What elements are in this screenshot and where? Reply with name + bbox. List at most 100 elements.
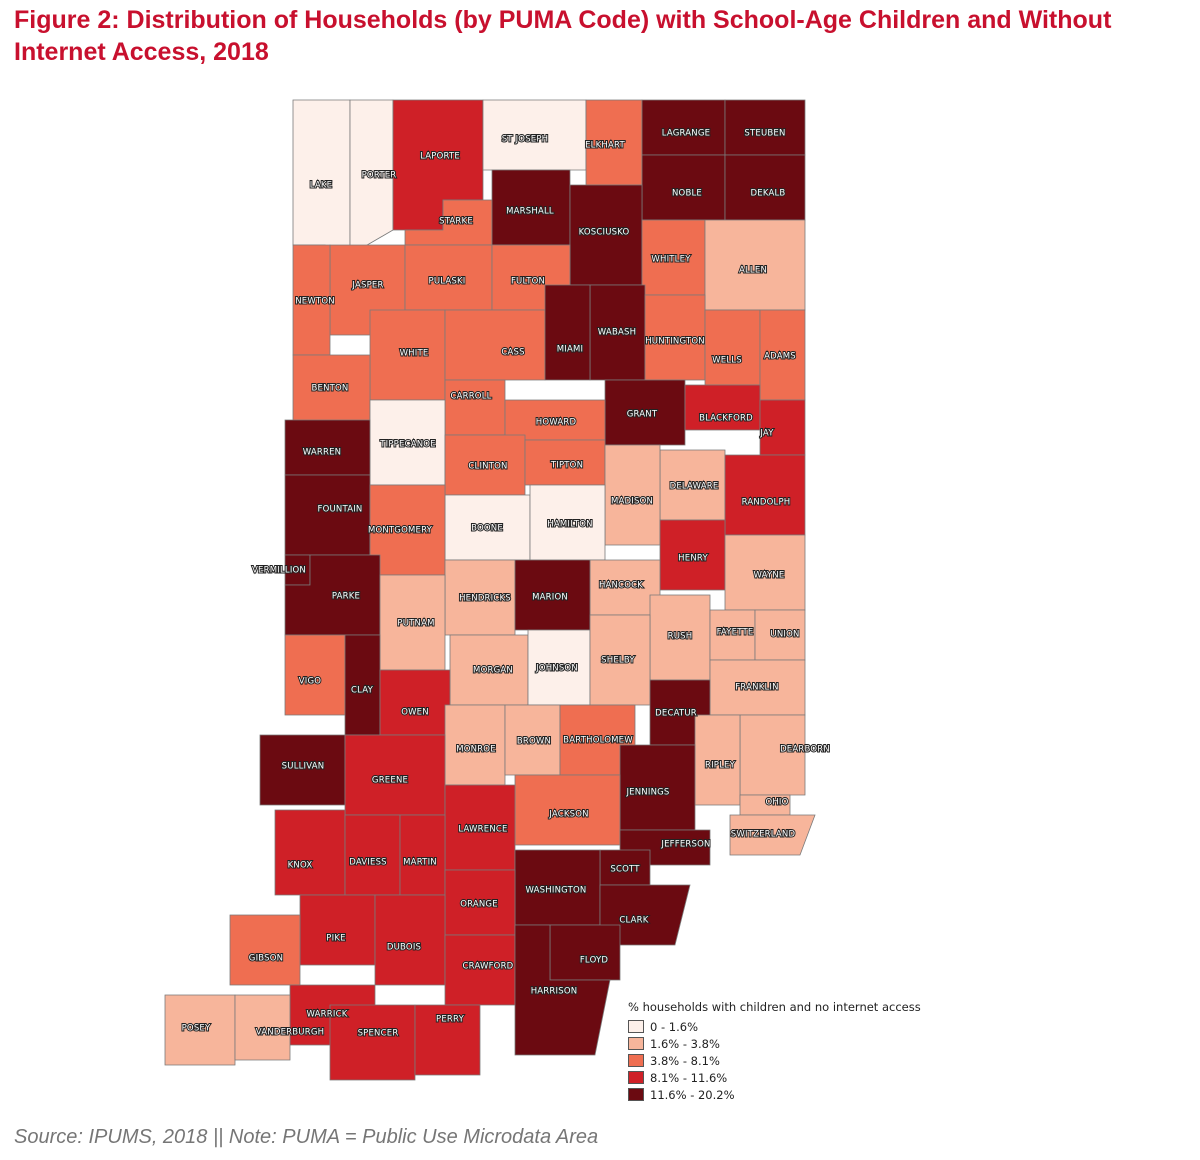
county-label-wabash: WABASH xyxy=(598,328,636,338)
county-label-lawrence: LAWRENCE xyxy=(458,825,507,835)
legend-label: 3.8% - 8.1% xyxy=(650,1053,720,1068)
county-label-franklin: FRANKLIN xyxy=(735,683,778,693)
county-label-montgomery: MONTGOMERY xyxy=(368,526,433,536)
county-posey xyxy=(164,994,236,1066)
legend-swatch xyxy=(628,1071,644,1084)
county-label-brown: BROWN xyxy=(517,737,551,747)
county-carroll xyxy=(444,379,506,436)
county-label-greene: GREENE xyxy=(372,776,408,786)
county-label-elkhart: ELKHART xyxy=(585,141,625,151)
county-label-bartholomew: BARTHOLOMEW xyxy=(563,736,633,746)
legend-label: 0 - 1.6% xyxy=(650,1019,698,1034)
legend-item: 3.8% - 8.1% xyxy=(628,1052,921,1069)
county-label-dearborn: DEARBORN xyxy=(780,745,830,755)
county-owen xyxy=(379,669,451,736)
county-label-monroe: MONROE xyxy=(456,745,496,755)
county-label-shelby: SHELBY xyxy=(601,656,635,666)
county-label-boone: BOONE xyxy=(471,524,503,534)
map-shapes xyxy=(164,99,816,1081)
county-dubois xyxy=(374,894,446,986)
county-label-whitley: WHITLEY xyxy=(651,255,691,265)
county-label-clark: CLARK xyxy=(619,916,648,926)
county-label-rush: RUSH xyxy=(668,632,693,642)
county-label-pike: PIKE xyxy=(326,934,345,944)
county-label-lake: LAKE xyxy=(310,181,333,191)
county-label-clinton: CLINTON xyxy=(468,462,507,472)
county-label-floyd: FLOYD xyxy=(580,956,609,966)
county-label-jasper: JASPER xyxy=(351,281,383,291)
indiana-choropleth-map: LAKE PORTER LAPORTE ST JOSEPH ELKHART LAGRANG… xyxy=(164,99,830,1081)
county-label-lagrange: LAGRANGE xyxy=(662,129,710,139)
county-label-jefferson: JEFFERSON xyxy=(660,840,710,850)
county-wells xyxy=(704,309,761,386)
county-jay xyxy=(759,399,806,456)
county-daviess xyxy=(344,814,401,896)
county-knox xyxy=(274,809,346,896)
county-label-gibson: GIBSON xyxy=(249,954,283,964)
county-label-spencer: SPENCER xyxy=(358,1029,399,1039)
county-label-randolph: RANDOLPH xyxy=(742,498,791,508)
county-label-howard: HOWARD xyxy=(536,418,577,428)
county-label-ripley: RIPLEY xyxy=(705,761,736,771)
county-dearborn xyxy=(739,714,806,796)
county-lagrange xyxy=(641,99,726,156)
county-label-putnam: PUTNAM xyxy=(397,619,434,629)
county-label-st-joseph: ST JOSEPH xyxy=(502,135,549,145)
legend-label: 8.1% - 11.6% xyxy=(650,1070,728,1085)
county-label-adams: ADAMS xyxy=(764,352,796,362)
county-dekalb xyxy=(724,154,806,221)
county-label-crawford: CRAWFORD xyxy=(463,962,514,972)
county-label-washington: WASHINGTON xyxy=(526,886,587,896)
county-switzerland xyxy=(729,814,816,856)
county-label-jay: JAY xyxy=(759,429,774,439)
county-label-perry: PERRY xyxy=(436,1015,465,1025)
county-newton xyxy=(292,244,331,356)
county-label-marshall: MARSHALL xyxy=(506,207,554,217)
county-miami xyxy=(544,284,591,381)
legend-label: 11.6% - 20.2% xyxy=(650,1087,735,1102)
county-label-sullivan: SULLIVAN xyxy=(282,762,325,772)
county-label-allen: ALLEN xyxy=(739,266,767,276)
county-label-fountain: FOUNTAIN xyxy=(318,505,363,515)
county-vanderburgh xyxy=(234,994,291,1061)
county-label-tippecanoe: TIPPECANOE xyxy=(379,440,436,450)
legend-item: 1.6% - 3.8% xyxy=(628,1035,921,1052)
county-label-vigo: VIGO xyxy=(299,677,322,687)
county-label-vanderburgh: VANDERBURGH xyxy=(256,1028,324,1038)
county-label-carroll: CARROLL xyxy=(450,392,491,402)
county-steuben xyxy=(724,99,806,156)
county-pike xyxy=(299,894,376,966)
county-label-pulaski: PULASKI xyxy=(429,277,466,287)
county-label-jennings: JENNINGS xyxy=(625,788,669,798)
county-label-morgan: MORGAN xyxy=(473,666,513,676)
legend-swatch xyxy=(628,1054,644,1067)
county-gibson xyxy=(229,914,301,986)
county-randolph xyxy=(724,454,806,536)
county-label-porter: PORTER xyxy=(362,171,397,181)
map-legend: % households with children and no intern… xyxy=(628,1000,921,1103)
county-label-warrick: WARRICK xyxy=(307,1010,348,1020)
county-label-warren: WARREN xyxy=(303,448,342,458)
county-label-union: UNION xyxy=(770,630,799,640)
county-vigo xyxy=(284,634,346,716)
county-label-ohio: OHIO xyxy=(765,798,788,808)
county-fountain xyxy=(284,474,371,556)
county-label-laporte: LAPORTE xyxy=(420,152,460,162)
county-label-harrison: HARRISON xyxy=(531,987,578,997)
county-label-clay: CLAY xyxy=(351,686,374,696)
legend-swatch xyxy=(628,1037,644,1050)
county-label-decatur: DECATUR xyxy=(655,709,697,719)
county-spencer xyxy=(329,1004,416,1081)
legend-item: 8.1% - 11.6% xyxy=(628,1069,921,1086)
county-label-kosciusko: KOSCIUSKO xyxy=(579,228,630,238)
legend-swatch xyxy=(628,1088,644,1101)
county-label-fayette: FAYETTE xyxy=(717,628,754,638)
county-perry xyxy=(414,1004,481,1076)
county-label-fulton: FULTON xyxy=(511,277,545,287)
county-label-hancock: HANCOCK xyxy=(599,581,643,591)
county-label-cass: CASS xyxy=(501,348,524,358)
county-label-scott: SCOTT xyxy=(610,865,640,875)
county-label-blackford: BLACKFORD xyxy=(699,414,753,424)
source-note: Source: IPUMS, 2018 || Note: PUMA = Publ… xyxy=(14,1126,599,1148)
county-label-madison: MADISON xyxy=(611,497,653,507)
